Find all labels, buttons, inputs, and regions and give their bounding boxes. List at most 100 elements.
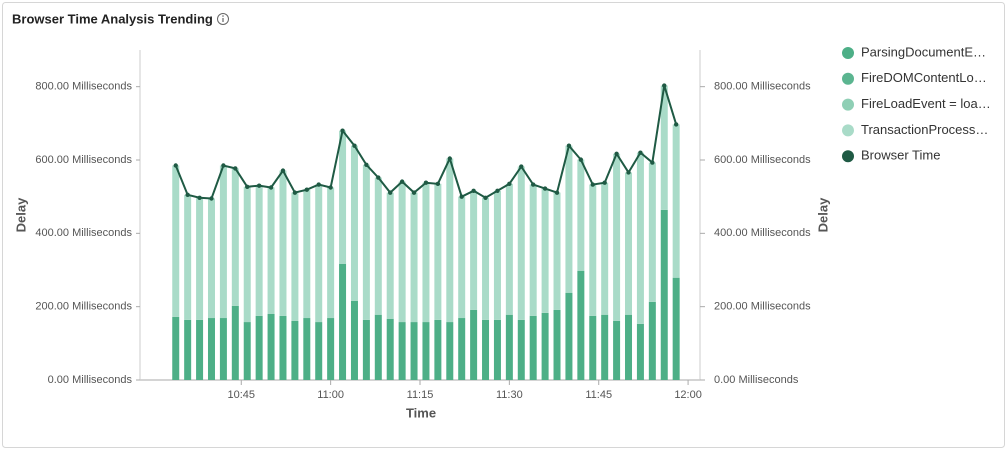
line-point xyxy=(626,170,631,175)
line-point xyxy=(435,181,441,187)
line-point xyxy=(399,179,405,184)
y2-axis-title: Delay xyxy=(815,197,830,232)
legend-label: ParsingDocumentE… xyxy=(861,44,986,59)
x-tick-label: 10:45 xyxy=(228,389,256,401)
bar-segment xyxy=(565,292,573,380)
line-point xyxy=(662,83,667,88)
bar-segment xyxy=(493,190,501,320)
line-point xyxy=(507,181,512,187)
bar-segment xyxy=(505,314,513,380)
bar-segment xyxy=(505,183,513,315)
y-tick-label: 800.00 Milliseconds xyxy=(35,81,132,93)
bar-segment xyxy=(207,318,215,380)
line-point xyxy=(519,164,524,169)
legend-label: Browser Time xyxy=(861,148,940,163)
bar-segment xyxy=(529,184,537,316)
info-icon[interactable] xyxy=(217,13,229,25)
bar-segment xyxy=(255,315,263,380)
bar-segment xyxy=(565,145,573,293)
bar-segment xyxy=(279,315,287,380)
bar-segment xyxy=(589,184,597,316)
bar-segment xyxy=(625,314,633,380)
legend-marker xyxy=(842,47,854,59)
line-point xyxy=(554,190,560,195)
line-point xyxy=(304,187,310,192)
line-point xyxy=(376,175,381,180)
bar-segment xyxy=(327,187,335,319)
bar-segment xyxy=(231,168,239,306)
line-point xyxy=(340,128,345,133)
line-point xyxy=(483,195,488,200)
bar-segment xyxy=(577,159,585,271)
bar-segment xyxy=(350,300,358,380)
bar-segment xyxy=(362,164,370,320)
bar-segment xyxy=(386,192,394,319)
line-point xyxy=(388,190,393,195)
bar-segment xyxy=(517,319,525,380)
bar-segment xyxy=(184,319,192,380)
line-point xyxy=(352,143,357,148)
bar-segment xyxy=(458,196,466,319)
y-axis-title: Delay xyxy=(13,197,28,232)
line-point xyxy=(233,166,238,171)
legend-label: FireLoadEvent = loa… xyxy=(861,96,991,111)
line-point xyxy=(590,182,595,187)
bar-segment xyxy=(339,130,347,264)
line-point xyxy=(256,183,262,188)
line-point xyxy=(173,163,178,168)
bar-segment xyxy=(660,209,668,380)
bar-segment xyxy=(422,182,430,323)
line-point xyxy=(245,184,250,189)
x-tick-label: 11:15 xyxy=(407,389,434,401)
bar-segment xyxy=(613,320,621,380)
line-point xyxy=(423,180,429,185)
line-point xyxy=(602,180,607,185)
bar-segment xyxy=(434,319,442,380)
legend-marker xyxy=(842,150,854,163)
bar-segment xyxy=(446,158,454,323)
bar-segment xyxy=(398,181,406,323)
x-tick-label: 12:00 xyxy=(674,389,702,401)
x-tick-label: 11:45 xyxy=(585,389,612,401)
y2-tick-label: 200.00 Milliseconds xyxy=(714,301,811,313)
bar-segment xyxy=(374,314,382,380)
bar-segment xyxy=(601,182,609,315)
bar-segment xyxy=(422,322,430,380)
bar-segment xyxy=(315,322,323,380)
bar-segment xyxy=(243,322,251,380)
bar-segment xyxy=(553,309,561,380)
line-point xyxy=(566,143,572,148)
bar-segment xyxy=(636,152,644,324)
y-tick-label: 0.00 Milliseconds xyxy=(48,374,133,386)
bar-segment xyxy=(493,319,501,380)
x-tick-label: 11:00 xyxy=(317,389,344,401)
line-point xyxy=(316,182,321,187)
bar-segment xyxy=(267,187,275,314)
bar-segment xyxy=(458,318,466,380)
line-point xyxy=(614,151,619,156)
line-point xyxy=(328,185,333,190)
bar-segment xyxy=(636,323,644,380)
bar-segment xyxy=(482,319,490,380)
line-point xyxy=(650,160,655,165)
bar-segment xyxy=(386,318,394,380)
bar-segment xyxy=(243,186,251,323)
chart-title: Browser Time Analysis Trending xyxy=(12,11,213,26)
bar-segment xyxy=(672,277,680,380)
bar-segment xyxy=(410,192,418,323)
bar-segment xyxy=(291,192,299,321)
line-point xyxy=(673,122,679,127)
line-point xyxy=(459,194,464,199)
bar-segment xyxy=(374,177,382,315)
line-point xyxy=(411,190,417,195)
bar-segment xyxy=(267,314,275,380)
bar-segment xyxy=(482,197,490,320)
bar-segment xyxy=(196,319,204,380)
bar-segment xyxy=(434,183,442,320)
bar-segment xyxy=(350,145,358,301)
y2-tick-label: 800.00 Milliseconds xyxy=(714,81,811,93)
line-point xyxy=(221,163,226,168)
y2-tick-label: 400.00 Milliseconds xyxy=(714,227,811,239)
